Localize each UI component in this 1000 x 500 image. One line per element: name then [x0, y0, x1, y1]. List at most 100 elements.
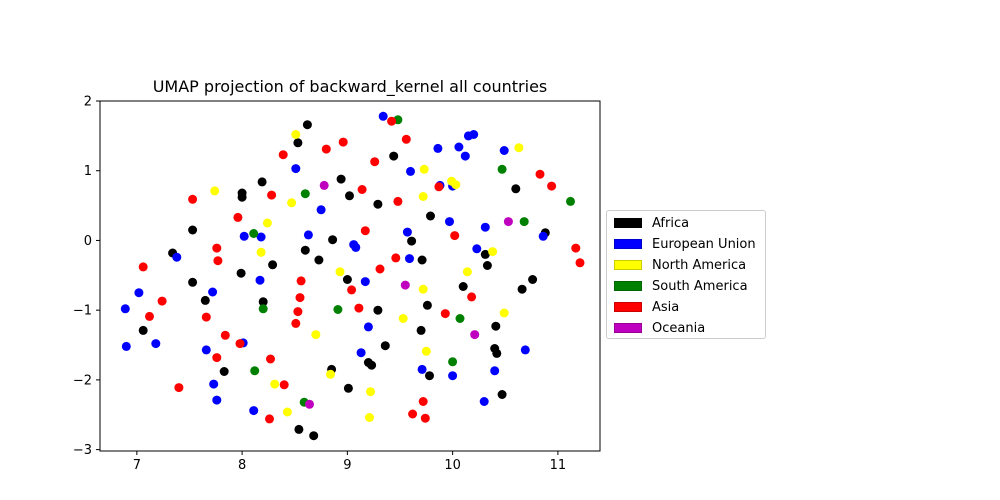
point-north-america-18	[451, 180, 461, 190]
point-africa-16	[328, 235, 338, 245]
legend-swatch	[614, 218, 642, 228]
point-south-america-0	[249, 229, 259, 238]
point-european-union-29	[445, 217, 454, 227]
point-north-america-0	[210, 186, 220, 196]
point-africa-0	[302, 120, 312, 130]
point-asia-39	[467, 292, 477, 302]
legend-label: European Union	[652, 236, 756, 252]
point-north-america-14	[418, 284, 428, 294]
legend-item-north-america: North America	[614, 255, 746, 275]
point-asia-32	[401, 134, 411, 144]
point-africa-22	[345, 191, 354, 201]
point-asia-7	[213, 256, 223, 266]
point-asia-21	[338, 137, 348, 147]
point-european-union-19	[356, 348, 366, 358]
legend-item-asia: Asia	[614, 297, 679, 317]
point-european-union-7	[209, 379, 219, 389]
point-asia-28	[375, 264, 385, 274]
point-asia-34	[418, 397, 428, 406]
point-asia-23	[347, 285, 357, 295]
point-european-union-5	[201, 345, 211, 355]
point-africa-1	[293, 138, 303, 148]
point-european-union-1	[134, 288, 144, 298]
point-asia-3	[174, 383, 184, 393]
point-africa-30	[407, 236, 417, 246]
point-asia-13	[266, 354, 275, 364]
point-european-union-42	[448, 371, 458, 381]
point-european-union-2	[121, 341, 131, 351]
point-asia-14	[265, 414, 274, 424]
point-africa-11	[236, 268, 246, 278]
y-tick-label: −1	[73, 304, 92, 319]
point-oceania-0	[305, 399, 314, 409]
point-european-union-13	[249, 406, 259, 416]
point-european-union-20	[360, 277, 370, 287]
point-european-union-21	[363, 322, 373, 332]
point-north-america-21	[499, 308, 509, 318]
point-asia-9	[220, 330, 230, 340]
point-european-union-32	[460, 151, 470, 161]
point-north-america-5	[311, 330, 321, 340]
y-tick-label: 0	[84, 234, 92, 249]
point-european-union-22	[378, 111, 388, 121]
point-south-america-1	[258, 304, 268, 314]
point-africa-29	[367, 360, 377, 370]
point-asia-43	[575, 258, 585, 268]
point-africa-4	[237, 192, 247, 202]
legend-item-european-union: European Union	[614, 234, 756, 254]
point-africa-33	[416, 325, 426, 335]
y-tick-label: −2	[73, 373, 92, 388]
legend: Africa European Union North America South A…	[606, 210, 766, 339]
legend-item-south-america: South America	[614, 276, 748, 296]
point-european-union-31	[454, 142, 464, 152]
x-tick-label: 8	[238, 458, 246, 473]
point-africa-21	[336, 174, 346, 184]
point-european-union-9	[239, 231, 249, 241]
point-north-america-12	[419, 164, 429, 174]
point-asia-0	[138, 262, 148, 272]
point-european-union-11	[255, 275, 265, 285]
point-south-america-8	[497, 164, 507, 174]
point-asia-15	[278, 150, 288, 160]
point-africa-9	[138, 325, 148, 335]
point-south-america-4	[333, 305, 343, 314]
point-africa-44	[517, 284, 527, 294]
point-european-union-37	[490, 366, 500, 376]
point-africa-36	[458, 282, 468, 291]
point-asia-2	[157, 296, 167, 306]
point-africa-38	[482, 261, 492, 270]
point-africa-27	[380, 341, 390, 351]
x-tick-label: 9	[343, 458, 351, 473]
legend-swatch	[614, 323, 642, 333]
point-north-america-16	[421, 346, 431, 356]
legend-swatch	[614, 302, 642, 312]
point-africa-23	[373, 199, 383, 209]
point-asia-8	[212, 353, 222, 363]
point-asia-19	[293, 307, 303, 317]
point-africa-13	[219, 367, 229, 376]
point-european-union-34	[469, 130, 479, 139]
point-africa-39	[491, 321, 501, 331]
point-european-union-8	[212, 395, 222, 405]
point-south-america-11	[300, 189, 310, 199]
point-asia-4	[188, 194, 198, 204]
point-asia-30	[393, 196, 403, 206]
point-european-union-10	[256, 232, 266, 242]
legend-item-africa: Africa	[614, 213, 689, 233]
point-africa-18	[294, 424, 304, 434]
point-africa-42	[497, 390, 507, 399]
point-asia-31	[391, 253, 401, 263]
point-european-union-3	[151, 339, 161, 349]
point-european-union-40	[520, 345, 530, 355]
point-north-america-19	[462, 267, 472, 277]
point-north-america-1	[262, 218, 272, 228]
point-european-union-16	[316, 205, 326, 215]
point-north-america-13	[418, 192, 428, 201]
point-north-america-8	[326, 369, 335, 379]
point-africa-26	[373, 305, 383, 315]
point-asia-16	[279, 380, 289, 390]
point-africa-15	[314, 255, 324, 265]
point-european-union-4	[172, 252, 182, 262]
point-asia-12	[267, 190, 277, 200]
